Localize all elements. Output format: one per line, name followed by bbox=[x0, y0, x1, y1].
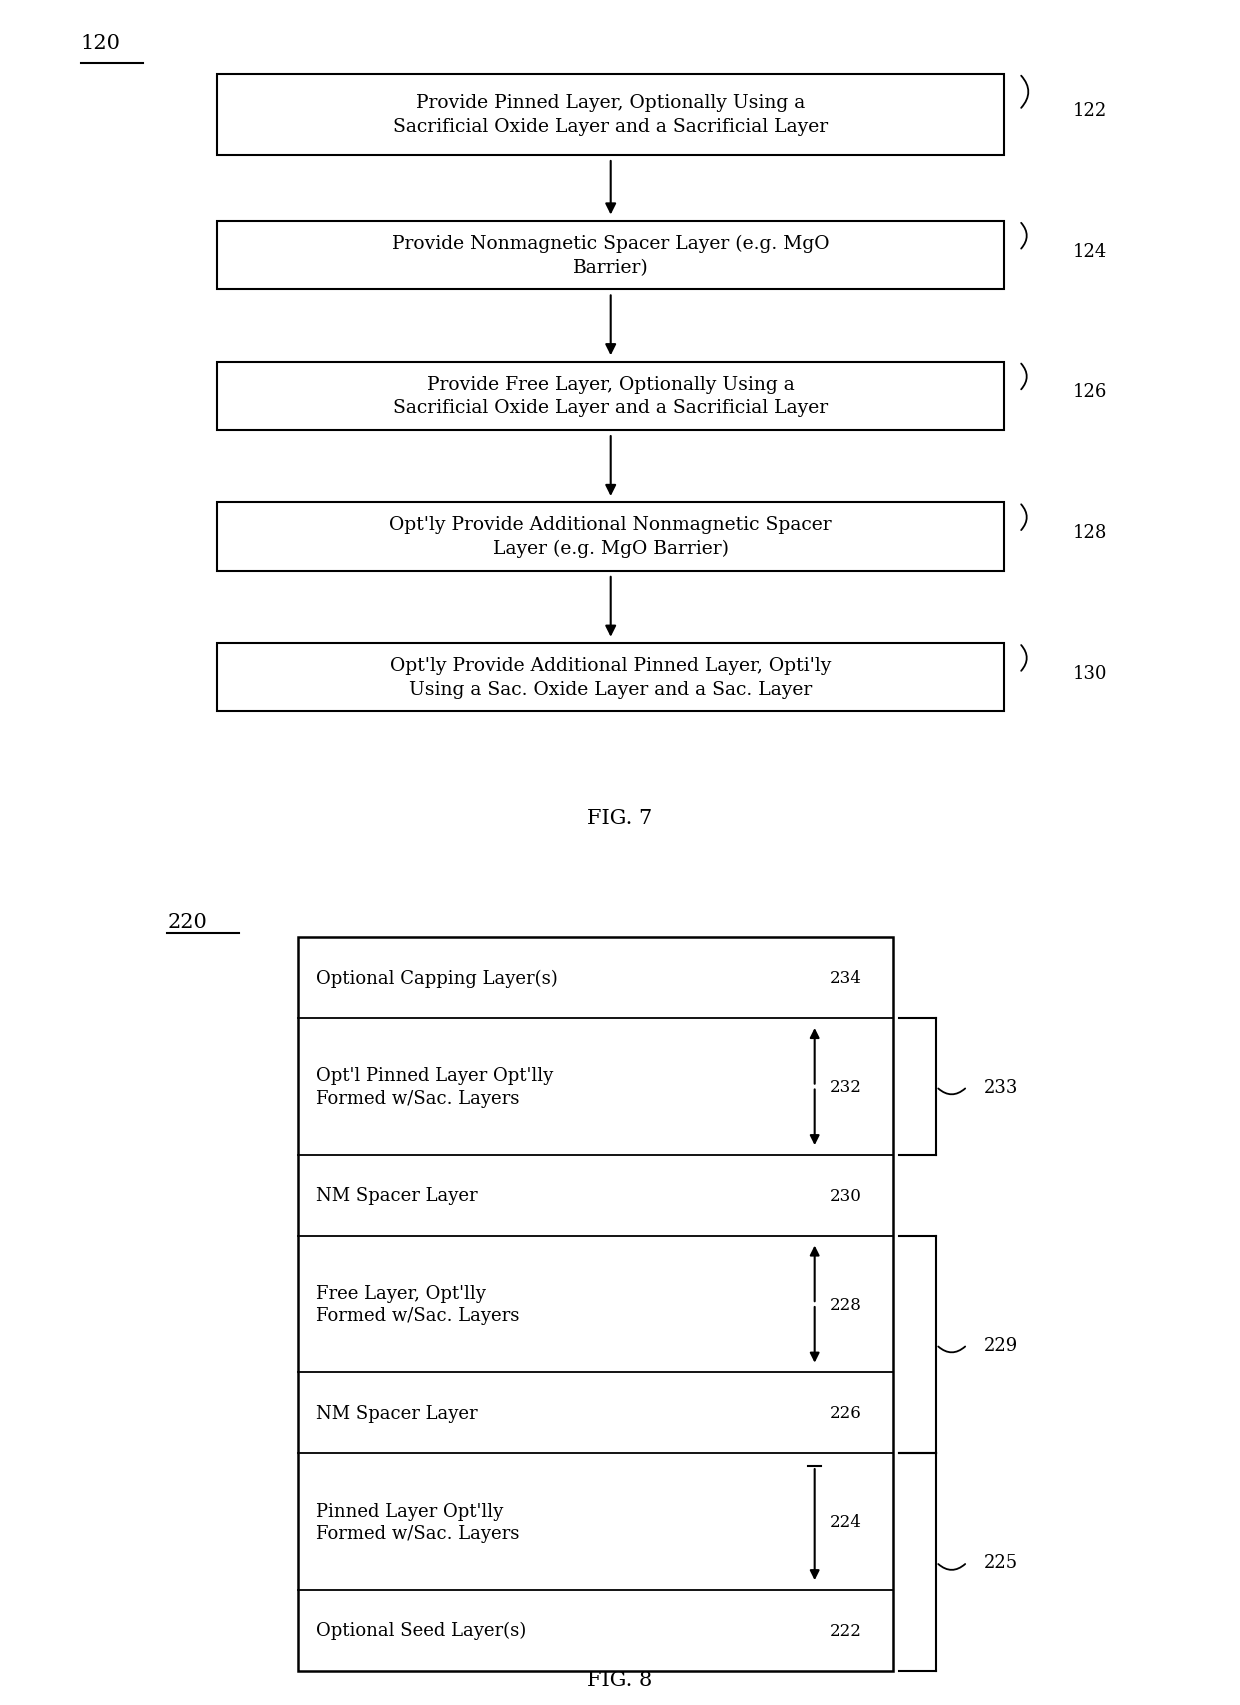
Text: Optional Seed Layer(s): Optional Seed Layer(s) bbox=[316, 1621, 527, 1640]
Text: 224: 224 bbox=[830, 1514, 862, 1529]
Text: NM Spacer Layer: NM Spacer Layer bbox=[316, 1403, 477, 1422]
Text: FIG. 7: FIG. 7 bbox=[588, 808, 652, 829]
Text: 229: 229 bbox=[983, 1335, 1018, 1354]
Text: Provide Free Layer, Optionally Using a
Sacrificial Oxide Layer and a Sacrificial: Provide Free Layer, Optionally Using a S… bbox=[393, 375, 828, 418]
Text: 130: 130 bbox=[1073, 665, 1107, 682]
Text: 220: 220 bbox=[167, 912, 207, 931]
Text: 232: 232 bbox=[830, 1079, 862, 1095]
Bar bbox=[217, 75, 1004, 155]
Text: 225: 225 bbox=[983, 1553, 1018, 1572]
Text: Optional Capping Layer(s): Optional Capping Layer(s) bbox=[316, 968, 558, 987]
Bar bbox=[217, 222, 1004, 290]
Text: 126: 126 bbox=[1073, 384, 1107, 401]
Text: Pinned Layer Opt'lly
Formed w/Sac. Layers: Pinned Layer Opt'lly Formed w/Sac. Layer… bbox=[316, 1502, 520, 1541]
Text: Opt'l Pinned Layer Opt'lly
Formed w/Sac. Layers: Opt'l Pinned Layer Opt'lly Formed w/Sac.… bbox=[316, 1067, 553, 1107]
Text: 222: 222 bbox=[830, 1621, 862, 1639]
Text: 230: 230 bbox=[830, 1187, 862, 1204]
Text: 228: 228 bbox=[830, 1296, 862, 1313]
Text: 226: 226 bbox=[830, 1405, 862, 1422]
Text: Opt'ly Provide Additional Nonmagnetic Spacer
Layer (e.g. MgO Barrier): Opt'ly Provide Additional Nonmagnetic Sp… bbox=[389, 517, 832, 558]
Text: Provide Pinned Layer, Optionally Using a
Sacrificial Oxide Layer and a Sacrifici: Provide Pinned Layer, Optionally Using a… bbox=[393, 94, 828, 136]
Bar bbox=[217, 361, 1004, 430]
Text: 120: 120 bbox=[81, 34, 120, 53]
Text: Free Layer, Opt'lly
Formed w/Sac. Layers: Free Layer, Opt'lly Formed w/Sac. Layers bbox=[316, 1284, 520, 1325]
Text: FIG. 8: FIG. 8 bbox=[588, 1669, 652, 1690]
Text: 234: 234 bbox=[830, 970, 862, 987]
Text: NM Spacer Layer: NM Spacer Layer bbox=[316, 1187, 477, 1205]
Bar bbox=[298, 938, 893, 1671]
Bar bbox=[217, 643, 1004, 713]
Text: 128: 128 bbox=[1073, 523, 1107, 542]
Bar bbox=[217, 503, 1004, 571]
Text: 122: 122 bbox=[1073, 102, 1107, 119]
Text: 124: 124 bbox=[1073, 242, 1107, 261]
Text: 233: 233 bbox=[983, 1078, 1018, 1096]
Text: Provide Nonmagnetic Spacer Layer (e.g. MgO
Barrier): Provide Nonmagnetic Spacer Layer (e.g. M… bbox=[392, 235, 830, 276]
Text: Opt'ly Provide Additional Pinned Layer, Opti'ly
Using a Sac. Oxide Layer and a S: Opt'ly Provide Additional Pinned Layer, … bbox=[391, 656, 831, 699]
